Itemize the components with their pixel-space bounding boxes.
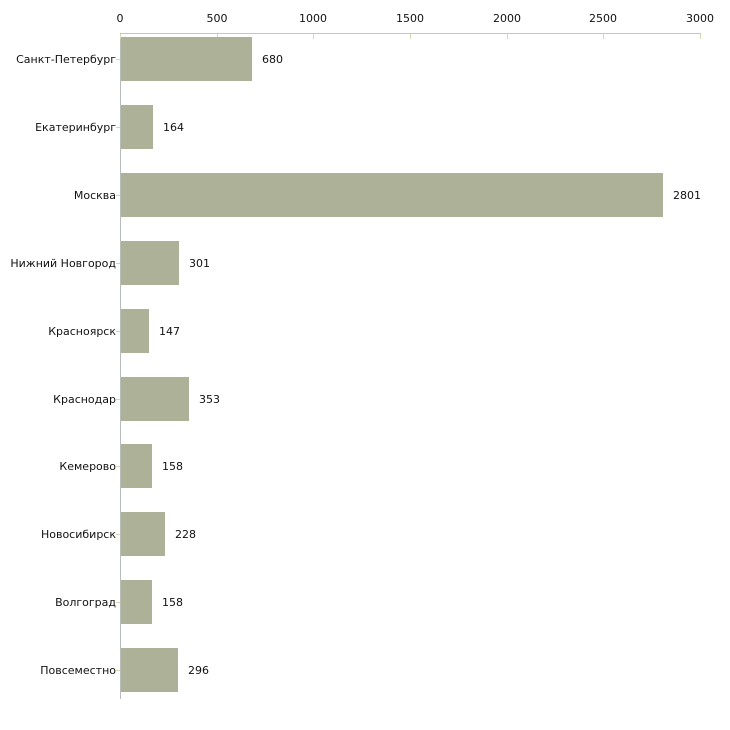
y-tick-mark bbox=[116, 534, 120, 535]
category-label: Санкт-Петербург bbox=[16, 52, 116, 66]
y-tick-mark bbox=[116, 670, 120, 671]
category-label: Волгоград bbox=[55, 595, 116, 609]
bar-6 bbox=[121, 377, 189, 421]
value-label: 296 bbox=[188, 663, 209, 677]
bar-9 bbox=[121, 580, 152, 624]
y-tick-mark bbox=[116, 331, 120, 332]
x-tick-mark bbox=[410, 34, 411, 39]
x-tick-mark bbox=[313, 34, 314, 39]
x-tick-label: 3000 bbox=[686, 12, 714, 25]
bar-5 bbox=[121, 309, 149, 353]
value-label: 147 bbox=[159, 324, 180, 338]
bar-2 bbox=[121, 105, 153, 149]
category-label: Кемерово bbox=[59, 459, 116, 473]
value-label: 353 bbox=[199, 392, 220, 406]
x-axis-line bbox=[120, 33, 701, 34]
x-tick-mark bbox=[603, 34, 604, 39]
y-axis-line bbox=[120, 33, 121, 699]
value-label: 2801 bbox=[673, 188, 701, 202]
value-label: 164 bbox=[163, 120, 184, 134]
value-label: 158 bbox=[162, 595, 183, 609]
bar-1 bbox=[121, 37, 252, 81]
x-tick-label: 1000 bbox=[299, 12, 327, 25]
x-tick-mark bbox=[217, 34, 218, 39]
x-tick-label: 0 bbox=[116, 12, 124, 25]
value-label: 301 bbox=[189, 256, 210, 270]
x-tick-label: 2500 bbox=[589, 12, 617, 25]
category-label: Нижний Новгород bbox=[10, 256, 116, 270]
x-tick-label: 2000 bbox=[493, 12, 521, 25]
bar-3 bbox=[121, 173, 663, 217]
x-tick-label: 500 bbox=[206, 12, 228, 25]
x-tick-mark bbox=[700, 34, 701, 39]
category-label: Краснодар bbox=[53, 392, 116, 406]
y-tick-mark bbox=[116, 127, 120, 128]
value-label: 680 bbox=[262, 52, 283, 66]
value-label: 228 bbox=[175, 527, 196, 541]
y-tick-mark bbox=[116, 602, 120, 603]
y-tick-mark bbox=[116, 466, 120, 467]
value-label: 158 bbox=[162, 459, 183, 473]
bar-10 bbox=[121, 648, 178, 692]
y-tick-mark bbox=[116, 263, 120, 264]
y-tick-mark bbox=[116, 59, 120, 60]
category-label: Повсеместно bbox=[40, 663, 116, 677]
category-label: Красноярск bbox=[48, 324, 116, 338]
bar-7 bbox=[121, 444, 152, 488]
category-label: Новосибирск bbox=[40, 527, 116, 541]
bar-4 bbox=[121, 241, 179, 285]
bar-8 bbox=[121, 512, 165, 556]
category-label: Москва bbox=[73, 188, 116, 202]
x-tick-mark bbox=[120, 34, 121, 39]
x-tick-mark bbox=[507, 34, 508, 39]
category-label: Екатеринбург bbox=[35, 120, 116, 134]
y-tick-mark bbox=[116, 399, 120, 400]
y-tick-mark bbox=[116, 195, 120, 196]
x-tick-label: 1500 bbox=[396, 12, 424, 25]
